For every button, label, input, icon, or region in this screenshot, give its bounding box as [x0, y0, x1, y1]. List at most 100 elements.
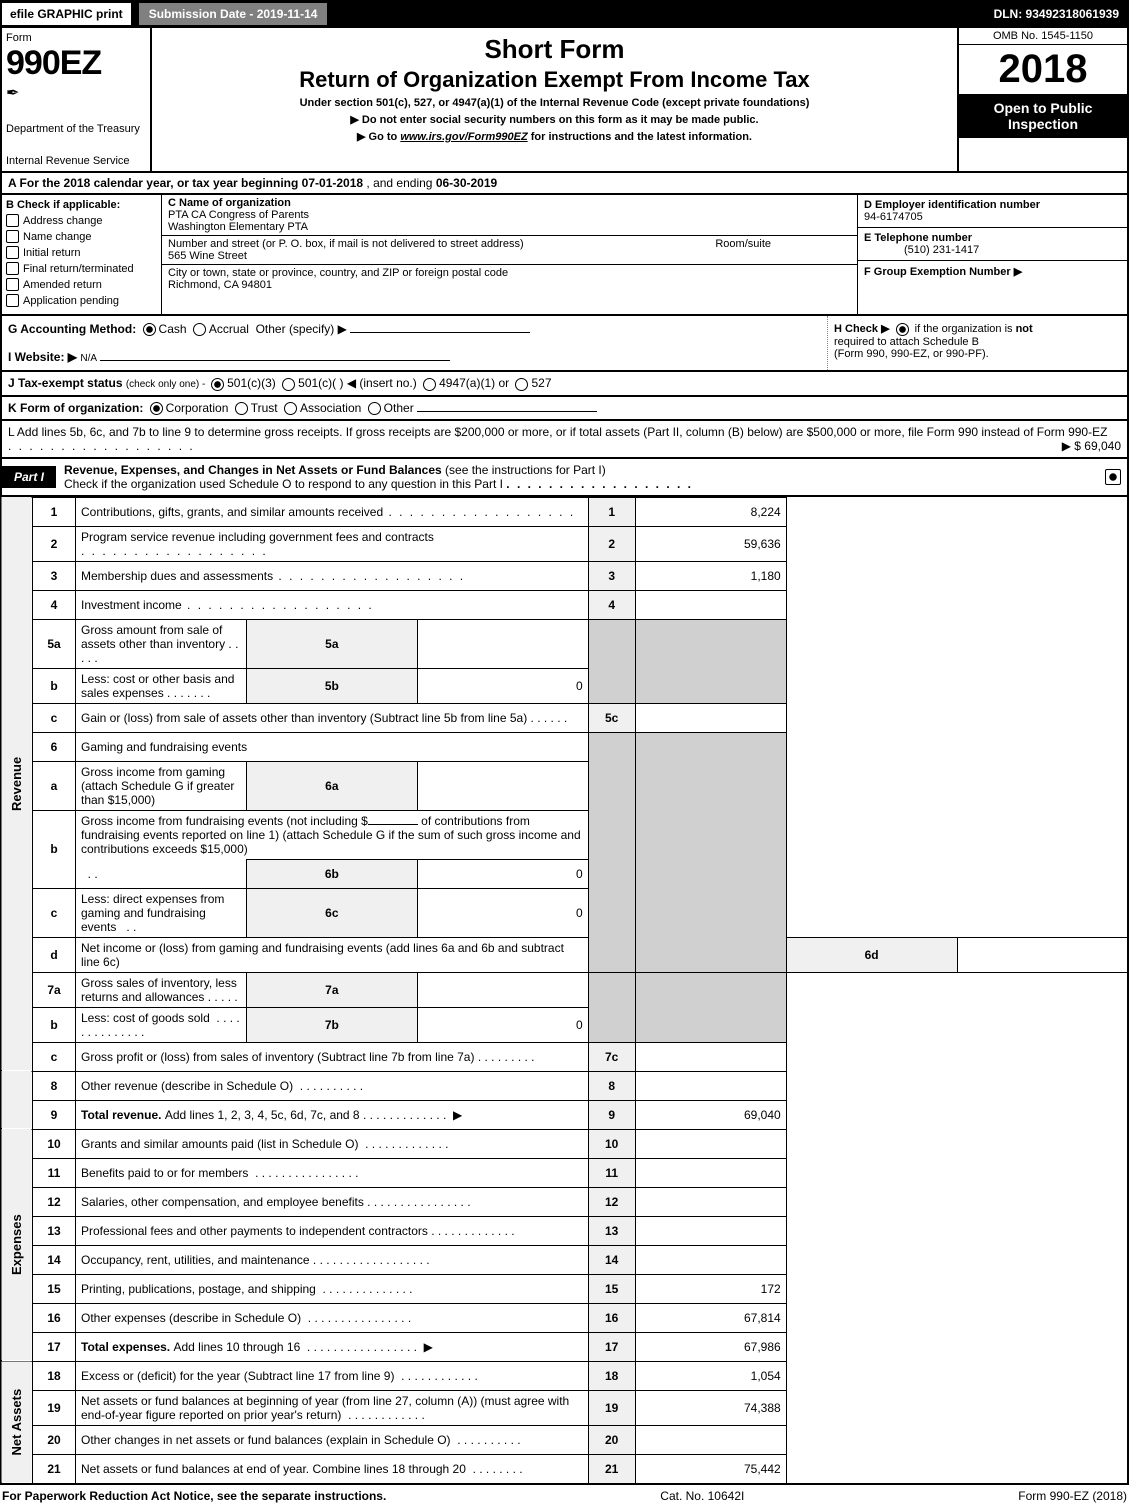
dots-icon — [81, 544, 268, 558]
table-row: b Less: cost or other basis and sales ex… — [1, 668, 1128, 703]
goto-pre: ▶ Go to — [357, 131, 400, 143]
h-text2: required to attach Schedule B — [834, 336, 979, 348]
line-val: 67,986 — [635, 1332, 786, 1361]
goto-post: for instructions and the latest informat… — [528, 131, 752, 143]
table-row: 9 Total revenue. Add lines 1, 2, 3, 4, 5… — [1, 1100, 1128, 1129]
line-text: Membership dues and assessments — [81, 569, 273, 583]
h-check[interactable] — [896, 323, 909, 336]
line-a-pre: A For the 2018 calendar year, or tax yea… — [8, 176, 302, 190]
line-ref: 11 — [588, 1158, 635, 1187]
line-val — [635, 590, 786, 619]
radio-4947[interactable] — [423, 378, 436, 391]
h-text1: if the organization is — [915, 323, 1016, 335]
opt-name: Name change — [23, 231, 92, 243]
line-desc: Investment income — [76, 590, 589, 619]
open-inspection: Open to Public Inspection — [959, 94, 1127, 138]
part1-title-bold: Revenue, Expenses, and Changes in Net As… — [64, 463, 445, 477]
radio-corporation[interactable] — [150, 402, 163, 415]
line-ref: 12 — [588, 1187, 635, 1216]
chk-name-change[interactable]: Name change — [6, 230, 157, 243]
line-desc: Other revenue (describe in Schedule O) .… — [76, 1071, 589, 1100]
line-ref: 7c — [588, 1042, 635, 1071]
j-o2: 501(c)( ) — [298, 376, 343, 390]
line-val: 59,636 — [635, 526, 786, 561]
sub-ref: 5b — [246, 668, 417, 703]
header-center: Short Form Return of Organization Exempt… — [152, 28, 957, 171]
line-text: Gross amount from sale of assets other t… — [81, 623, 225, 651]
table-row: c Gain or (loss) from sale of assets oth… — [1, 703, 1128, 732]
table-row: Revenue 1 Contributions, gifts, grants, … — [1, 497, 1128, 526]
chk-initial-return[interactable]: Initial return — [6, 246, 157, 259]
block-c: C Name of organization PTA CA Congress o… — [162, 195, 857, 314]
table-row: 4 Investment income 4 — [1, 590, 1128, 619]
table-row: 13 Professional fees and other payments … — [1, 1216, 1128, 1245]
opt-address: Address change — [23, 215, 103, 227]
radio-501c[interactable] — [282, 378, 295, 391]
subtitle-ssn: ▶ Do not enter social security numbers o… — [160, 113, 949, 126]
line-ref: 1 — [588, 497, 635, 526]
k-o2: Trust — [251, 401, 278, 415]
line-num: 3 — [33, 561, 76, 590]
radio-501c3[interactable] — [211, 378, 224, 391]
form-word: Form — [6, 32, 146, 44]
line-desc: Gaming and fundraising events — [76, 732, 589, 761]
top-bar: efile GRAPHIC print Submission Date - 20… — [0, 0, 1129, 28]
radio-527[interactable] — [515, 378, 528, 391]
other-input[interactable] — [350, 332, 530, 333]
part1-tab: Part I — [2, 466, 56, 488]
revenue-section-cont — [1, 1071, 33, 1129]
g-label: G Accounting Method: — [8, 322, 136, 336]
chk-amended-return[interactable]: Amended return — [6, 278, 157, 291]
row-gh: G Accounting Method: Cash Accrual Other … — [0, 316, 1129, 372]
checkbox-icon — [6, 246, 19, 259]
other-label: Other (specify) ▶ — [256, 322, 347, 336]
line-desc: Less: direct expenses from gaming and fu… — [76, 888, 247, 937]
radio-trust[interactable] — [235, 402, 248, 415]
radio-other-org[interactable] — [368, 402, 381, 415]
table-row: 21 Net assets or fund balances at end of… — [1, 1454, 1128, 1484]
line-text: Program service revenue including govern… — [81, 530, 434, 544]
line-desc: Total revenue. Add lines 1, 2, 3, 4, 5c,… — [76, 1100, 589, 1129]
title-return: Return of Organization Exempt From Incom… — [160, 67, 949, 93]
line-ref: 10 — [588, 1129, 635, 1158]
schedule-o-check[interactable] — [1105, 469, 1121, 485]
line-num: 13 — [33, 1216, 76, 1245]
org-name-1: PTA CA Congress of Parents — [168, 209, 309, 221]
submission-date: Submission Date - 2019-11-14 — [137, 1, 330, 27]
line-desc: Gross sales of inventory, less returns a… — [76, 972, 247, 1007]
other-org-input[interactable] — [417, 411, 597, 412]
line-val: 67,814 — [635, 1303, 786, 1332]
line-text: Other expenses (describe in Schedule O) — [81, 1311, 301, 1325]
sub-val: 0 — [417, 668, 588, 703]
irs-link[interactable]: www.irs.gov/Form990EZ — [400, 131, 527, 143]
chk-address-change[interactable]: Address change — [6, 214, 157, 227]
block-bcdef: B Check if applicable: Address change Na… — [0, 195, 1129, 316]
line-desc: Membership dues and assessments — [76, 561, 589, 590]
part1-header: Part I Revenue, Expenses, and Changes in… — [0, 459, 1129, 497]
line-num: 18 — [33, 1361, 76, 1390]
chk-final-return[interactable]: Final return/terminated — [6, 262, 157, 275]
sub-ref: 5a — [246, 619, 417, 668]
line-a: A For the 2018 calendar year, or tax yea… — [0, 173, 1129, 195]
shaded-cell — [635, 732, 786, 972]
radio-cash[interactable] — [143, 323, 156, 336]
dollar-blank[interactable] — [368, 824, 418, 825]
dots-icon — [8, 439, 195, 453]
radio-accrual[interactable] — [193, 323, 206, 336]
line-desc: Grants and similar amounts paid (list in… — [76, 1129, 589, 1158]
chk-application-pending[interactable]: Application pending — [6, 294, 157, 307]
part1-title: Revenue, Expenses, and Changes in Net As… — [56, 459, 1105, 495]
line-text: Other changes in net assets or fund bala… — [81, 1433, 451, 1447]
line-a-end: 06-30-2019 — [436, 176, 497, 190]
line-desc: Professional fees and other payments to … — [76, 1216, 589, 1245]
j-o4: 527 — [531, 376, 551, 390]
line-ref: 8 — [588, 1071, 635, 1100]
dots-icon — [273, 569, 465, 583]
website-input[interactable] — [100, 360, 450, 361]
sub-ref: 7a — [246, 972, 417, 1007]
line-num: c — [33, 703, 76, 732]
opt-pending: Application pending — [23, 295, 119, 307]
line-ref: 13 — [588, 1216, 635, 1245]
radio-association[interactable] — [284, 402, 297, 415]
line-desc: Printing, publications, postage, and shi… — [76, 1274, 589, 1303]
